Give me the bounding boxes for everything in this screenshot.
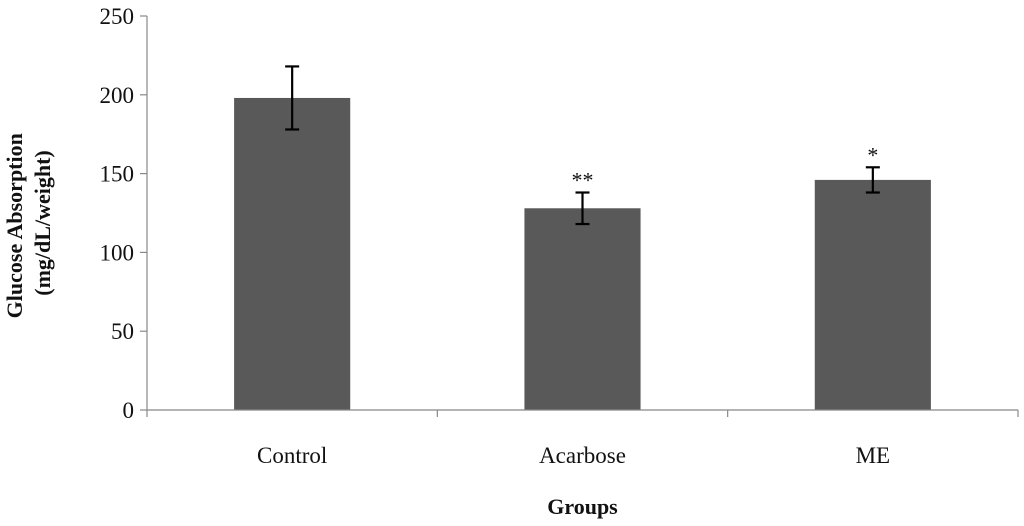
y-tick-label: 50 bbox=[111, 319, 134, 344]
y-axis-title-line-2: (mg/dL/weight) bbox=[30, 150, 55, 295]
significance-labels: *** bbox=[572, 142, 879, 192]
y-tick-label: 150 bbox=[100, 162, 135, 187]
x-tick-label: Acarbose bbox=[539, 443, 626, 468]
y-tick-label: 200 bbox=[100, 83, 135, 108]
y-tick-label: 250 bbox=[100, 4, 135, 29]
y-axis-title-line-1: Glucose Absorption bbox=[2, 133, 27, 318]
x-axis-title: Groups bbox=[547, 494, 618, 519]
x-tick-label: Control bbox=[257, 443, 327, 468]
bar-control bbox=[234, 97, 351, 411]
bars bbox=[234, 97, 931, 411]
error-bars bbox=[285, 65, 880, 226]
significance-label: * bbox=[867, 142, 878, 167]
significance-label: ** bbox=[572, 168, 594, 193]
y-axis-ticks: 0 50 100 150 200 250 bbox=[100, 4, 147, 423]
bar-me bbox=[814, 179, 931, 410]
x-tick-labels: Control Acarbose ME bbox=[257, 443, 890, 468]
x-tick-label: ME bbox=[856, 443, 891, 468]
bar-acarbose bbox=[524, 208, 641, 410]
y-tick-label: 100 bbox=[100, 240, 135, 265]
y-tick-label: 0 bbox=[123, 398, 135, 423]
y-axis-title: Glucose Absorption (mg/dL/weight) bbox=[2, 128, 55, 319]
x-axis-ticks bbox=[146, 410, 1019, 417]
